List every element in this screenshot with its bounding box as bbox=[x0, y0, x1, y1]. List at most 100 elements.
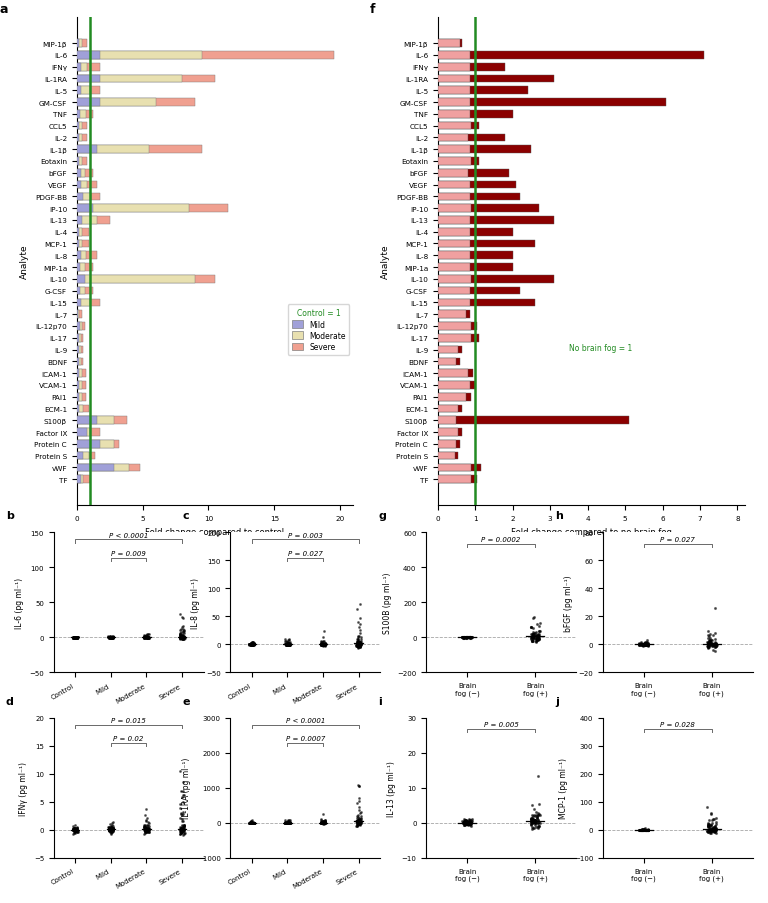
Point bbox=[319, 637, 331, 651]
Point bbox=[177, 629, 189, 644]
Point bbox=[140, 823, 152, 837]
Point bbox=[247, 815, 260, 830]
Point bbox=[178, 825, 190, 840]
Point bbox=[636, 823, 648, 837]
Bar bbox=[77, 205, 189, 213]
Point bbox=[710, 638, 723, 653]
Point bbox=[174, 826, 186, 841]
Point bbox=[142, 821, 154, 835]
Point bbox=[280, 637, 292, 651]
Point bbox=[351, 637, 363, 651]
Point bbox=[281, 638, 293, 652]
Bar bbox=[77, 252, 86, 260]
Point bbox=[353, 615, 365, 629]
Point bbox=[352, 632, 364, 647]
Bar bbox=[77, 111, 80, 118]
Point bbox=[317, 815, 329, 830]
Point bbox=[174, 629, 186, 644]
Point bbox=[175, 821, 187, 835]
Bar bbox=[77, 76, 215, 83]
Point bbox=[527, 631, 539, 646]
Point bbox=[175, 821, 187, 835]
Point bbox=[176, 627, 188, 641]
Point bbox=[637, 823, 649, 837]
Point bbox=[709, 824, 721, 839]
Point bbox=[707, 822, 719, 836]
Point bbox=[141, 824, 154, 839]
Point bbox=[458, 815, 470, 830]
Point bbox=[281, 815, 293, 830]
Point bbox=[319, 814, 331, 828]
Point bbox=[709, 822, 721, 836]
Point bbox=[354, 815, 366, 829]
Point bbox=[641, 638, 653, 652]
Point bbox=[245, 637, 257, 651]
Point bbox=[141, 819, 153, 833]
Point bbox=[352, 634, 364, 648]
Point bbox=[526, 820, 538, 834]
Point bbox=[702, 817, 714, 832]
Point bbox=[280, 638, 292, 652]
Point bbox=[353, 597, 366, 611]
Point bbox=[528, 809, 540, 824]
Point bbox=[462, 630, 475, 645]
Point bbox=[244, 638, 257, 652]
Point bbox=[709, 638, 721, 652]
Point bbox=[282, 814, 294, 828]
Bar bbox=[77, 441, 114, 448]
Point bbox=[532, 805, 545, 820]
Point bbox=[71, 820, 83, 834]
Point bbox=[244, 638, 257, 652]
Point bbox=[634, 638, 647, 652]
Point bbox=[354, 815, 366, 830]
Bar bbox=[438, 476, 472, 483]
Point bbox=[174, 823, 187, 837]
Point bbox=[280, 638, 293, 652]
Point bbox=[244, 638, 257, 652]
Bar bbox=[77, 311, 78, 319]
Point bbox=[283, 813, 296, 827]
Point bbox=[531, 627, 544, 641]
Point bbox=[247, 815, 259, 829]
Point bbox=[703, 823, 715, 837]
Point bbox=[355, 634, 367, 648]
Point bbox=[352, 635, 364, 649]
Point bbox=[319, 638, 332, 652]
Point bbox=[639, 823, 651, 837]
Point bbox=[279, 815, 291, 830]
Point bbox=[525, 817, 537, 832]
Point bbox=[139, 826, 151, 841]
Point bbox=[530, 805, 542, 819]
Point bbox=[702, 815, 714, 830]
Point bbox=[318, 815, 330, 830]
Point bbox=[318, 815, 330, 829]
Point bbox=[248, 638, 260, 652]
Point bbox=[174, 631, 186, 646]
Point bbox=[351, 814, 363, 828]
Point bbox=[247, 638, 260, 652]
Point bbox=[105, 630, 118, 645]
Point bbox=[283, 815, 295, 830]
Point bbox=[462, 630, 474, 645]
Point bbox=[281, 815, 293, 830]
Point bbox=[244, 815, 257, 830]
Point bbox=[461, 815, 473, 829]
Point bbox=[704, 820, 717, 834]
Point bbox=[248, 815, 260, 830]
Point bbox=[464, 630, 476, 645]
Point bbox=[103, 821, 115, 835]
Point bbox=[315, 815, 327, 830]
Point bbox=[108, 821, 120, 835]
Bar bbox=[77, 417, 127, 424]
Point bbox=[707, 633, 719, 647]
Point bbox=[175, 824, 187, 838]
Point bbox=[464, 815, 476, 830]
Point bbox=[105, 820, 118, 834]
Point bbox=[456, 815, 468, 829]
Point bbox=[464, 630, 476, 645]
Point bbox=[350, 816, 362, 831]
Point bbox=[458, 630, 471, 645]
Point bbox=[245, 815, 257, 830]
Bar bbox=[77, 464, 140, 471]
Bar bbox=[438, 228, 469, 237]
